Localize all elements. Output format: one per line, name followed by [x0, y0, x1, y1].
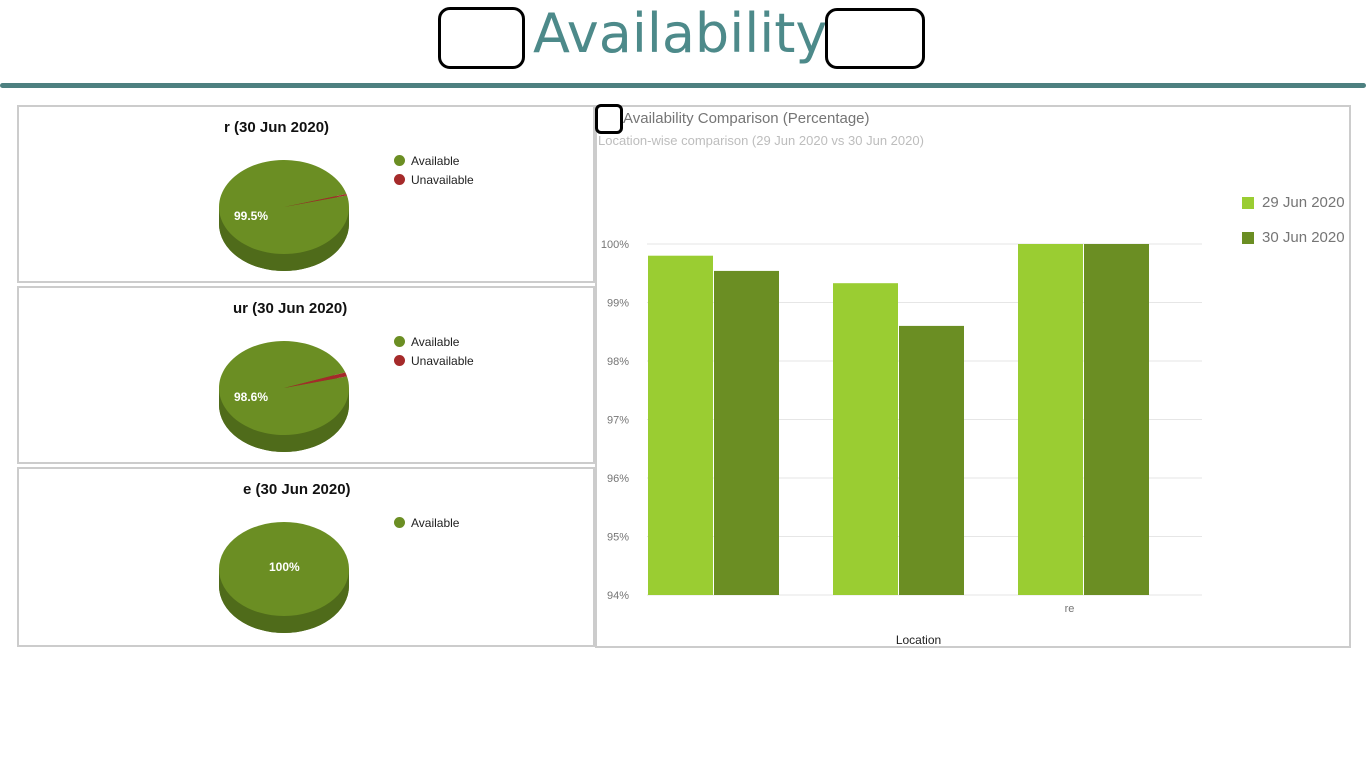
pie-legend: Available Unavailable — [394, 151, 474, 189]
bar-1-3[interactable] — [1018, 244, 1083, 595]
pie-value-label: 99.5% — [234, 209, 268, 223]
bar-1-2[interactable] — [833, 283, 898, 595]
y-tick-label: 96% — [607, 473, 629, 485]
bar-legend: 29 Jun 2020 30 Jun 2020 — [1242, 185, 1345, 255]
unavailable-dot-icon — [394, 174, 405, 185]
redaction-box-right — [825, 8, 925, 69]
legend-item-series-1[interactable]: 29 Jun 2020 — [1242, 185, 1345, 220]
y-tick-label: 100% — [601, 239, 629, 251]
available-dot-icon — [394, 517, 405, 528]
legend-label: 30 Jun 2020 — [1262, 229, 1345, 246]
pie-slice-available[interactable] — [219, 341, 349, 436]
y-tick-label: 94% — [607, 590, 629, 602]
pie-panel-2: ur (30 Jun 2020) 98.6% Available Unavail… — [17, 286, 595, 464]
pie-panel-1: r (30 Jun 2020) 99.5% Available Unavaila… — [17, 105, 595, 283]
x-axis-label: Location — [896, 633, 941, 646]
bar-2-2[interactable] — [899, 325, 964, 595]
legend-item-unavailable[interactable]: Unavailable — [394, 170, 474, 189]
pie-title: e (30 Jun 2020) — [243, 481, 351, 498]
legend-label: Available — [411, 153, 460, 168]
legend-label: Unavailable — [411, 353, 474, 368]
header: Availability - — [0, 0, 1366, 88]
pie-slice-unavailable[interactable] — [284, 193, 347, 207]
series-1-swatch-icon — [1242, 196, 1254, 209]
legend-label: 29 Jun 2020 — [1262, 194, 1345, 211]
pie-panel-3: e (30 Jun 2020) 100% Available — [17, 467, 595, 647]
available-dot-icon — [394, 155, 405, 166]
pie-legend: Available Unavailable — [394, 332, 474, 370]
legend-label: Unavailable — [411, 172, 474, 187]
bar-chart: 94% 95% 96% 97% 98% 99% 100% re Location — [601, 239, 1202, 646]
chart-title: Availability Comparison (Percentage) — [623, 110, 870, 127]
x-tick-label: re — [1065, 603, 1075, 615]
pie-value-label: 98.6% — [234, 390, 268, 404]
pie-chart-2: 98.6% — [219, 341, 349, 452]
y-tick-label: 98% — [607, 356, 629, 368]
page-title: Availability - — [533, 2, 864, 65]
legend-label: Available — [411, 515, 460, 530]
pie-slice-unavailable[interactable] — [284, 372, 347, 388]
pie-chart-1: 99.5% — [219, 160, 349, 271]
legend-item-available[interactable]: Available — [394, 151, 474, 170]
legend-item-series-2[interactable]: 30 Jun 2020 — [1242, 220, 1345, 255]
title-divider — [0, 83, 1366, 88]
legend-item-available[interactable]: Available — [394, 513, 459, 532]
pie-value-label: 100% — [269, 560, 300, 574]
pie-chart-3: 100% — [219, 522, 349, 633]
pie-title: ur (30 Jun 2020) — [233, 300, 348, 317]
pie-slices — [219, 341, 349, 436]
series-2-swatch-icon — [1242, 231, 1254, 244]
y-tick-label: 95% — [607, 532, 629, 544]
bar-2-1[interactable] — [714, 270, 779, 595]
redaction-box-left — [438, 7, 525, 69]
available-dot-icon — [394, 336, 405, 347]
bar-chart-panel: 94% 95% 96% 97% 98% 99% 100% re Location Availab… — [595, 104, 1351, 648]
pie-legend: Available — [394, 513, 459, 532]
y-tick-label: 99% — [607, 298, 629, 310]
unavailable-dot-icon — [394, 355, 405, 366]
redaction-box-chart — [595, 104, 623, 134]
pie-slices — [219, 522, 349, 616]
y-tick-label: 97% — [607, 415, 629, 427]
legend-label: Available — [411, 334, 460, 349]
bar-2-3[interactable] — [1084, 244, 1149, 595]
pie-slices — [219, 160, 349, 255]
legend-item-unavailable[interactable]: Unavailable — [394, 351, 474, 370]
pie-slice-available[interactable] — [219, 522, 349, 616]
legend-item-available[interactable]: Available — [394, 332, 474, 351]
pie-title: r (30 Jun 2020) — [224, 119, 330, 136]
pie-slice-available[interactable] — [219, 160, 349, 255]
bar-1-1[interactable] — [648, 255, 713, 595]
chart-subtitle: Location-wise comparison (29 Jun 2020 vs… — [598, 133, 924, 148]
